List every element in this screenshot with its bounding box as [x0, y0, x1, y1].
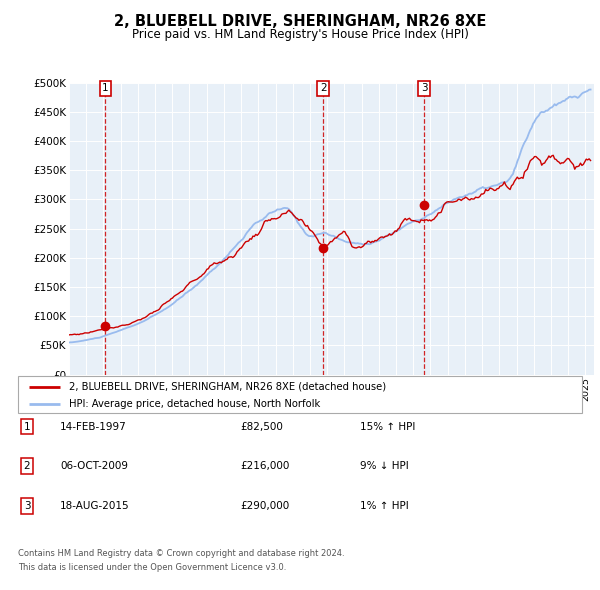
Text: 06-OCT-2009: 06-OCT-2009 [60, 461, 128, 471]
Text: 2: 2 [23, 461, 31, 471]
Text: 1: 1 [102, 83, 109, 93]
Text: This data is licensed under the Open Government Licence v3.0.: This data is licensed under the Open Gov… [18, 563, 286, 572]
Text: 14-FEB-1997: 14-FEB-1997 [60, 422, 127, 431]
Text: HPI: Average price, detached house, North Norfolk: HPI: Average price, detached house, Nort… [69, 399, 320, 409]
Text: Contains HM Land Registry data © Crown copyright and database right 2024.: Contains HM Land Registry data © Crown c… [18, 549, 344, 558]
Text: 2: 2 [320, 83, 326, 93]
Text: Price paid vs. HM Land Registry's House Price Index (HPI): Price paid vs. HM Land Registry's House … [131, 28, 469, 41]
Text: 9% ↓ HPI: 9% ↓ HPI [360, 461, 409, 471]
Text: 2, BLUEBELL DRIVE, SHERINGHAM, NR26 8XE (detached house): 2, BLUEBELL DRIVE, SHERINGHAM, NR26 8XE … [69, 382, 386, 392]
FancyBboxPatch shape [18, 376, 582, 413]
Text: £82,500: £82,500 [240, 422, 283, 431]
Text: 15% ↑ HPI: 15% ↑ HPI [360, 422, 415, 431]
Text: 18-AUG-2015: 18-AUG-2015 [60, 501, 130, 510]
Text: 3: 3 [421, 83, 427, 93]
Text: 2, BLUEBELL DRIVE, SHERINGHAM, NR26 8XE: 2, BLUEBELL DRIVE, SHERINGHAM, NR26 8XE [114, 14, 486, 28]
Text: 3: 3 [23, 501, 31, 510]
Text: £290,000: £290,000 [240, 501, 289, 510]
Text: £216,000: £216,000 [240, 461, 289, 471]
Text: 1: 1 [23, 422, 31, 431]
Text: 1% ↑ HPI: 1% ↑ HPI [360, 501, 409, 510]
